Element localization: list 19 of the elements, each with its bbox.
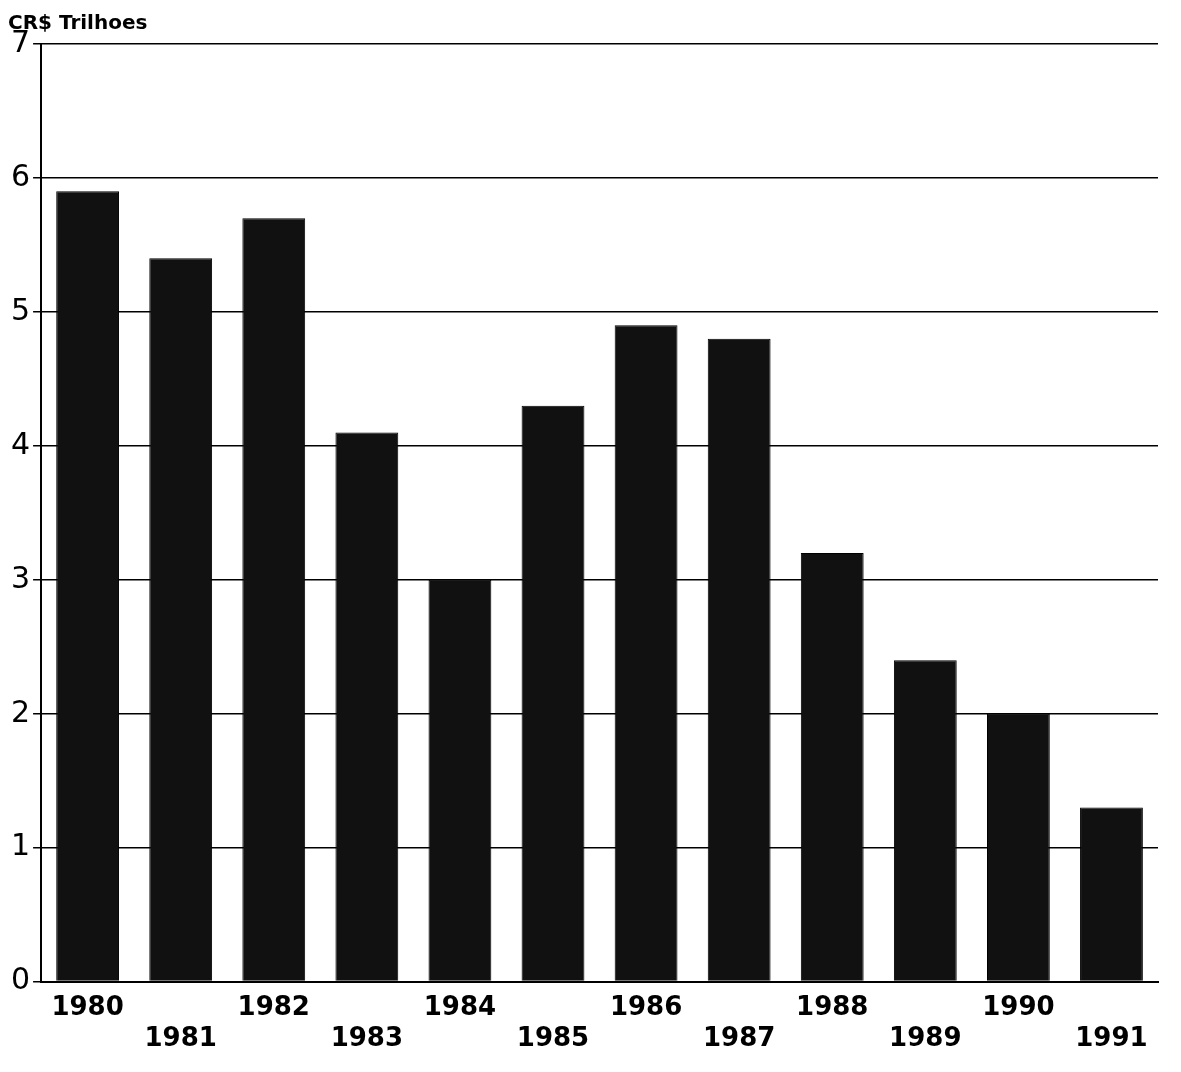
y-tick-label: 3 [10,559,31,595]
x-tick-label: 1988 [796,990,869,1021]
x-tick-label: 1980 [51,990,124,1021]
x-tick-label: 1990 [982,990,1055,1021]
x-tick-label: 1989 [889,1022,962,1053]
x-tick-label: 1991 [1075,1022,1148,1053]
x-tick-label: 1983 [330,1022,404,1053]
y-tick-label: 5 [10,291,31,327]
x-tick-label: 1987 [702,1022,776,1053]
y-tick-label: 4 [10,425,31,461]
x-tick-label: 1985 [516,1022,590,1053]
y-tick-label: 2 [10,693,31,729]
y-tick-label: 6 [10,157,31,193]
y-tick-label: 0 [10,961,31,997]
x-tick-label: 1982 [237,990,310,1021]
x-tick-label: 1984 [423,990,497,1021]
x-tick-label: 1981 [144,1022,217,1053]
y-tick-label: 1 [10,827,31,863]
x-tick-label: 1986 [609,990,683,1021]
